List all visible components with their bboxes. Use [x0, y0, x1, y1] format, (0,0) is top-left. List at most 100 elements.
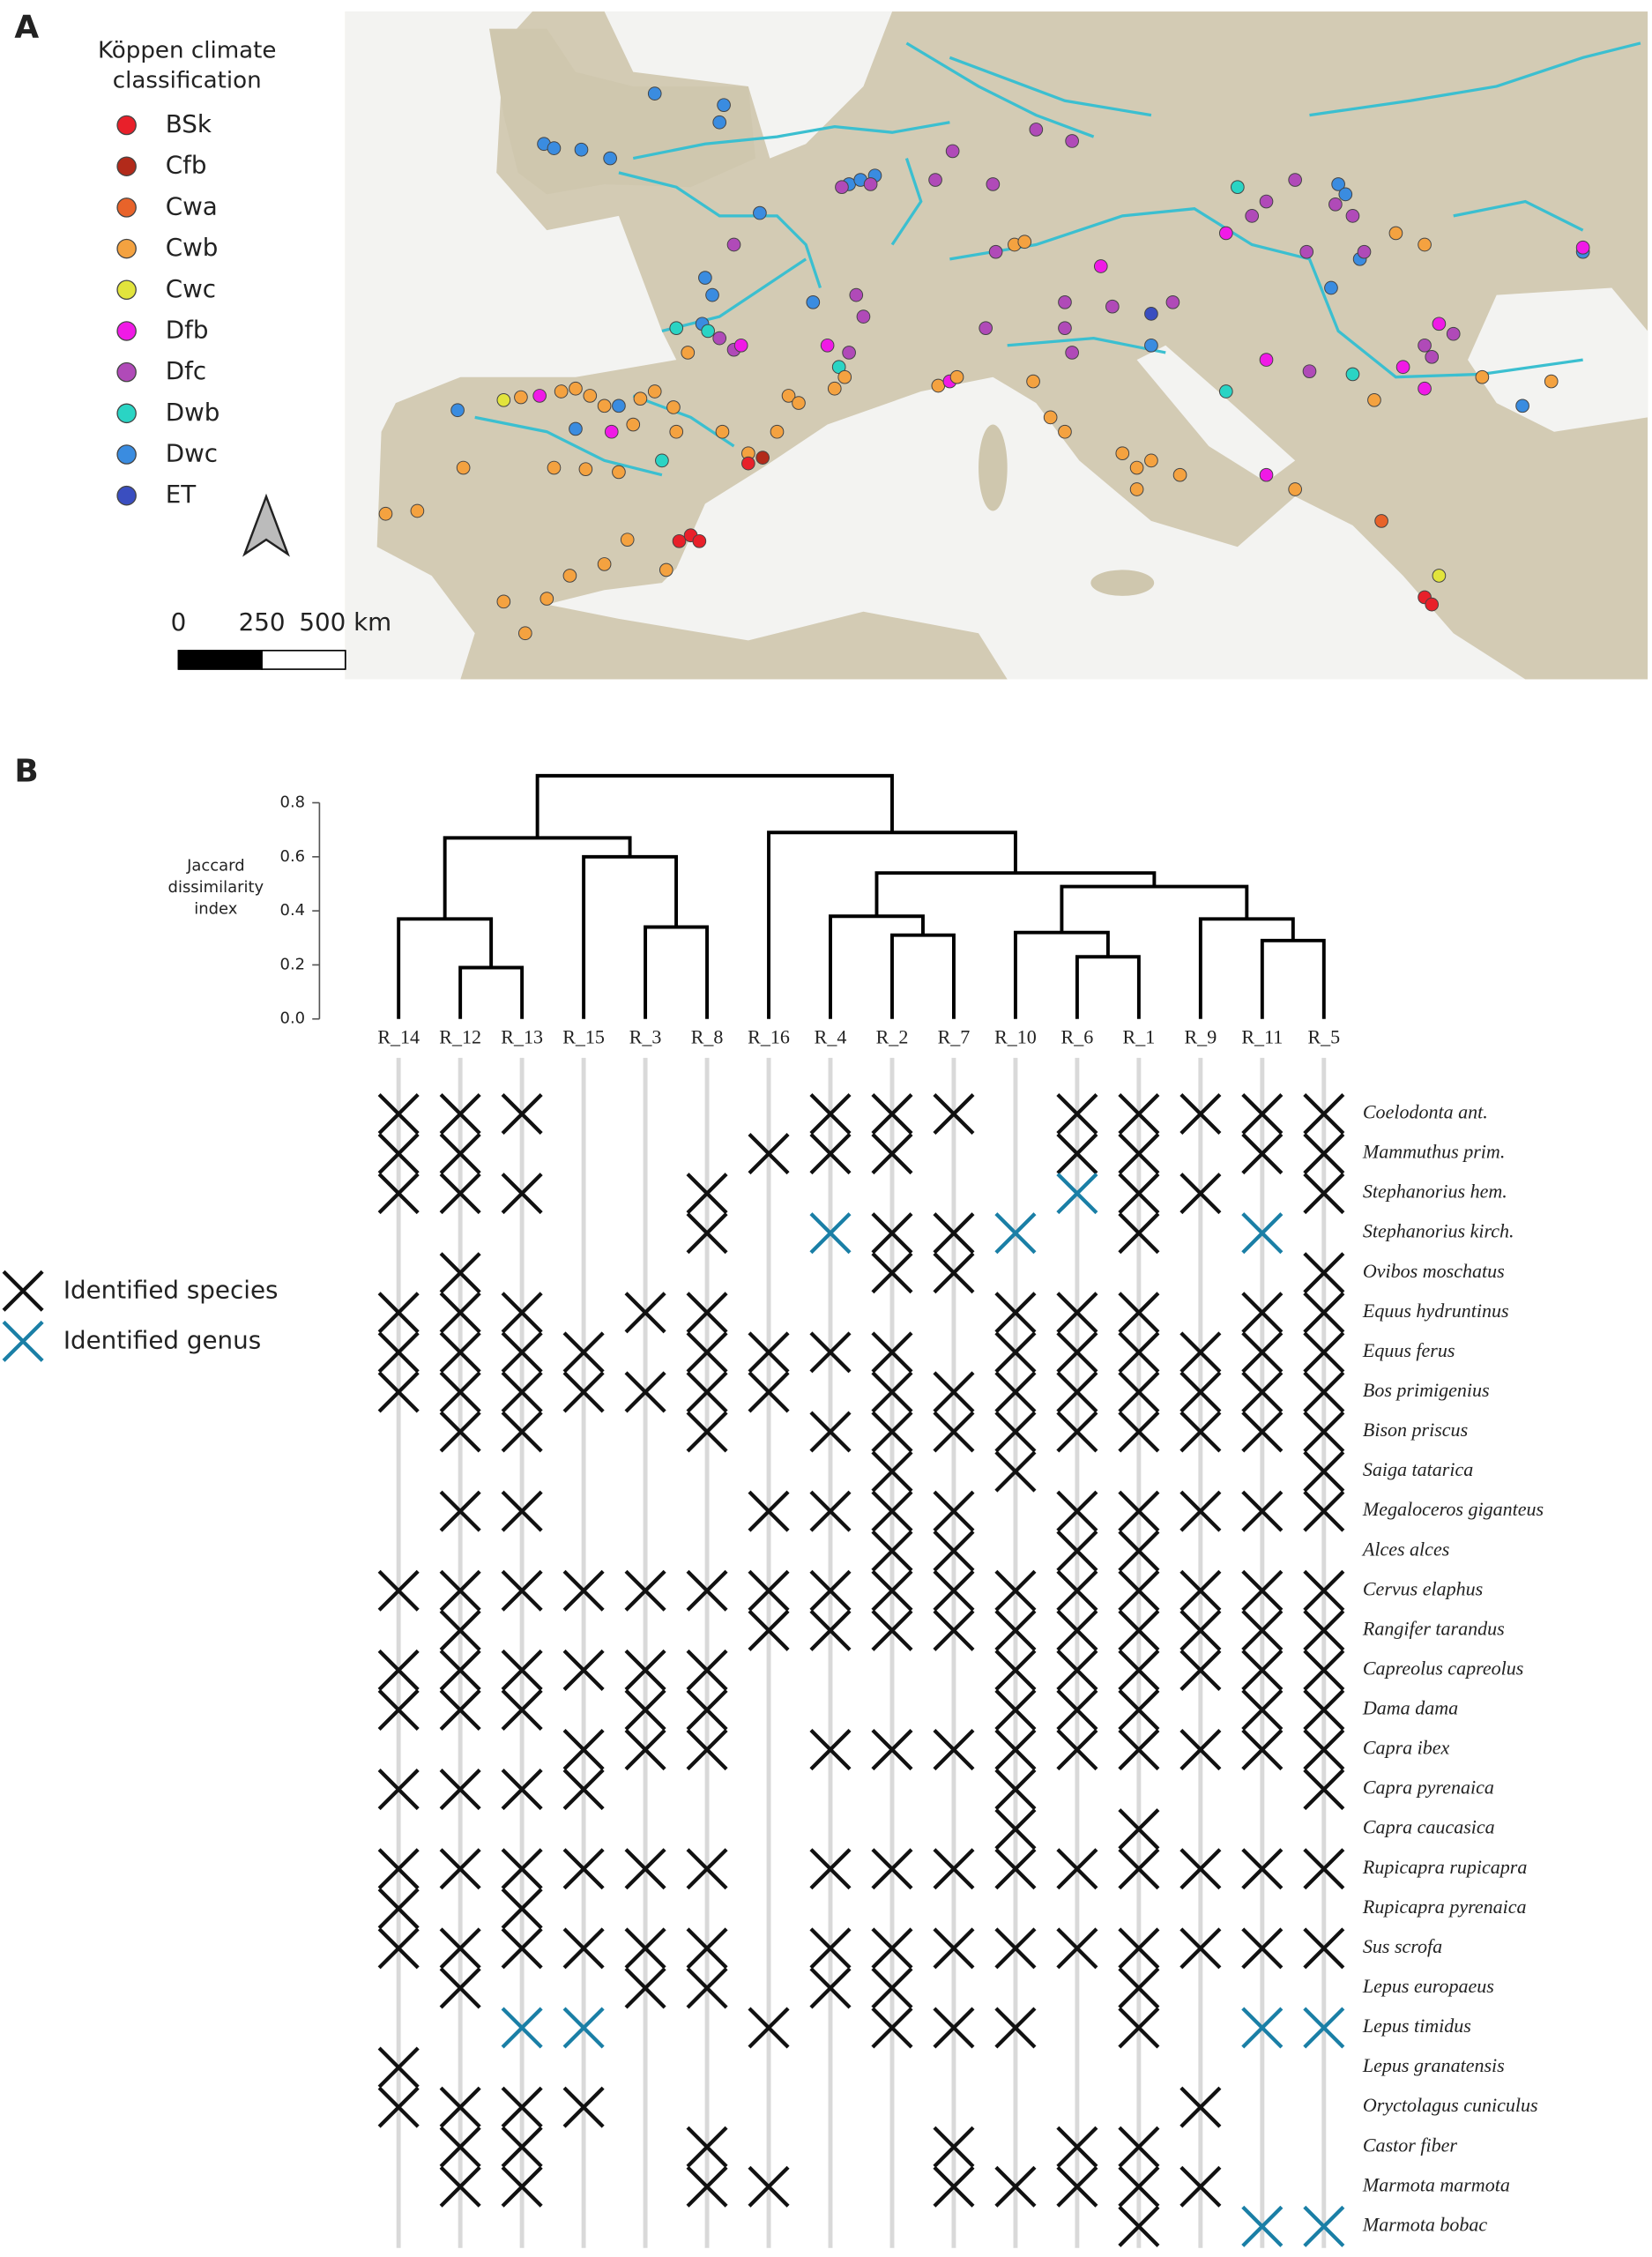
site-dot [457, 461, 470, 474]
species-label: Bos primigenius [1363, 1379, 1490, 1401]
site-dot [1346, 210, 1359, 223]
legend-label: BSk [166, 109, 212, 138]
y-tick-label: 0.0 [280, 1009, 306, 1028]
legend-label: Cwb [166, 233, 219, 262]
x-tick-label: R_9 [1185, 1026, 1217, 1048]
site-dot [681, 346, 695, 360]
site-dot [659, 563, 673, 577]
site-dot [932, 379, 945, 392]
site-dot [1059, 425, 1072, 438]
north-arrow [245, 496, 288, 554]
site-dot [1300, 245, 1313, 258]
site-dot [850, 288, 863, 302]
site-dot [515, 391, 528, 404]
site-dot [1289, 174, 1302, 187]
x-tick-label: R_16 [748, 1026, 790, 1048]
site-dot [1219, 385, 1232, 399]
site-dot [1418, 339, 1432, 352]
site-dot [497, 595, 510, 608]
site-dot [1105, 300, 1119, 313]
x-tick-label: R_13 [501, 1026, 543, 1048]
dendrogram-link [1262, 941, 1324, 1019]
cross-stroke [4, 1271, 42, 1310]
site-dot [706, 288, 719, 302]
site-dot [793, 397, 806, 410]
site-dot [1396, 361, 1410, 374]
site-dot [1219, 227, 1232, 240]
dendrogram-link [445, 838, 630, 919]
x-tick-label: R_2 [876, 1026, 909, 1048]
legend-swatch [117, 280, 136, 299]
scale-label: 250 [239, 607, 286, 637]
dendrogram-link [1016, 933, 1108, 1019]
dendrogram-link [538, 776, 892, 838]
legend-label: Cwc [166, 274, 216, 303]
site-dot [1346, 368, 1359, 381]
site-dot [713, 115, 726, 129]
y-axis-label: Jaccard dissimilarity index [151, 856, 280, 920]
legend-swatch [117, 115, 136, 134]
site-dot [1059, 322, 1072, 335]
y-tick-label: 0.4 [280, 901, 306, 920]
scale-segment [178, 651, 262, 669]
species-label: Equus ferus [1362, 1339, 1455, 1361]
site-dot [702, 324, 715, 338]
site-dot [1044, 411, 1057, 424]
site-dot [1576, 241, 1589, 254]
legend-label: Dwc [166, 439, 218, 468]
legend-swatch [117, 198, 136, 217]
site-dot [575, 143, 588, 156]
cross-stroke [4, 1322, 42, 1360]
x-tick-label: R_11 [1241, 1026, 1283, 1048]
legend-label: Cfb [166, 151, 207, 180]
site-dot [1375, 515, 1388, 528]
site-dot [946, 145, 959, 158]
site-dot [727, 238, 740, 251]
site-dot [1389, 227, 1403, 240]
site-dot [584, 390, 597, 403]
site-dot [411, 504, 424, 518]
site-dot [1432, 570, 1446, 583]
site-dot [1476, 370, 1489, 384]
legend-label: Dfb [166, 315, 209, 344]
species-label: Marmota bobac [1362, 2213, 1487, 2235]
species-label: Rupicapra pyrenaica [1362, 1896, 1527, 1918]
site-dot [540, 592, 554, 606]
panel-label: B [14, 754, 38, 790]
site-dot [1339, 188, 1352, 201]
site-dot [1516, 399, 1529, 413]
site-dot [821, 339, 834, 352]
site-dot [742, 457, 755, 470]
x-tick-label: R_5 [1307, 1026, 1340, 1048]
site-dot [1432, 317, 1446, 331]
legend-label: Dfc [166, 356, 206, 385]
scale-label: 0 [171, 607, 187, 637]
site-dot [598, 399, 611, 413]
species-label: Marmota marmota [1362, 2173, 1510, 2195]
site-dot [497, 393, 510, 406]
dendrogram-link [892, 935, 954, 1019]
site-dot [673, 534, 686, 547]
legend-swatch [117, 157, 136, 175]
site-dot [604, 152, 617, 165]
species-label: Rupicapra rupicapra [1362, 1856, 1528, 1878]
scale-segment [262, 651, 346, 669]
species-label: Oryctolagus cuniculus [1363, 2094, 1538, 2116]
dendrogram-link [1061, 887, 1246, 933]
legend-label: Cwa [166, 191, 218, 220]
site-dot [1246, 210, 1259, 223]
x-tick-label: R_4 [815, 1026, 847, 1048]
x-tick-label: R_14 [377, 1026, 420, 1048]
species-label: Stephanorius kirch. [1363, 1220, 1514, 1242]
site-dot [1358, 245, 1371, 258]
site-dot [670, 425, 683, 438]
panel-label: A [14, 10, 39, 46]
site-dot [1425, 598, 1439, 611]
x-tick-label: R_7 [938, 1026, 971, 1048]
dendrogram-link [830, 916, 923, 1018]
x-tick-label: R_8 [691, 1026, 724, 1048]
site-dot [1418, 238, 1432, 251]
site-dot [569, 422, 583, 436]
y-tick-label: 0.8 [280, 793, 306, 812]
legend-label: Identified genus [63, 1325, 261, 1354]
